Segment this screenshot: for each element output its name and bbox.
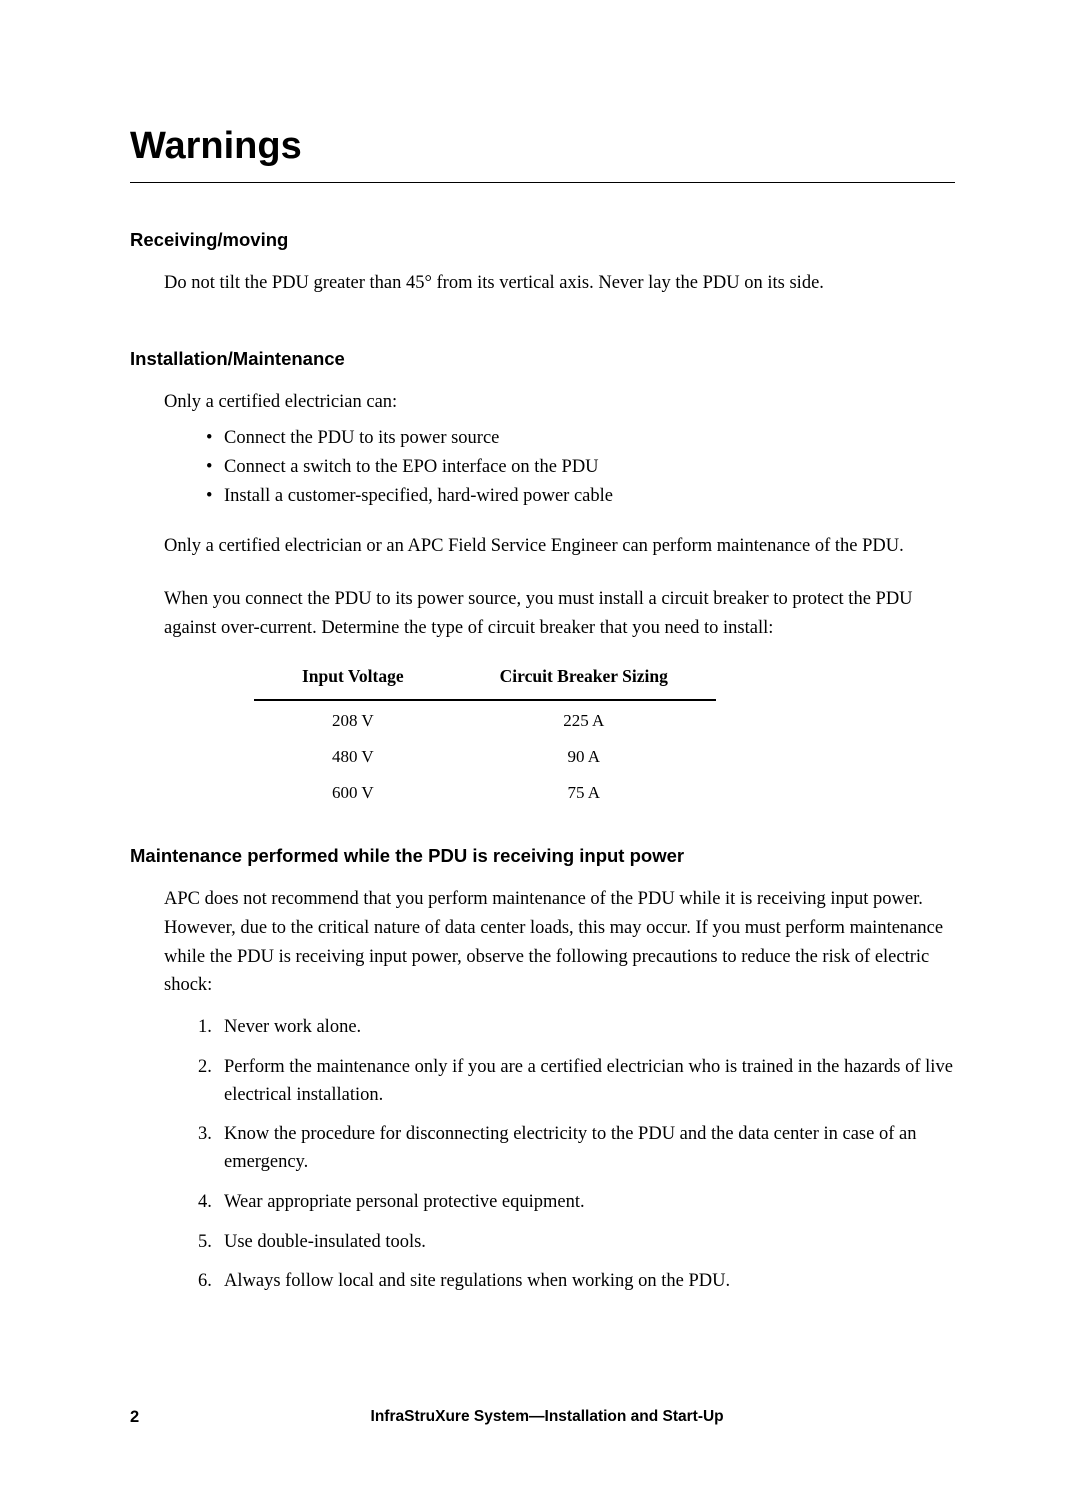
footer-title: InfraStruXure System—Installation and St… [130,1408,955,1426]
table-cell: 75 A [452,773,716,809]
spacer [130,322,955,348]
text-install-p2: Only a certified electrician or an APC F… [164,532,955,561]
list-item: Wear appropriate personal protective equ… [198,1189,955,1229]
breaker-table-wrap: Input Voltage Circuit Breaker Sizing 208… [254,666,955,809]
text-install-p3: When you connect the PDU to its power so… [164,585,955,642]
text-receiving-body: Do not tilt the PDU greater than 45° fro… [164,269,955,298]
page-footer: 2 InfraStruXure System—Installation and … [0,1408,1080,1427]
maintenance-steps: Never work alone. Perform the maintenanc… [198,1014,955,1308]
list-item: Know the procedure for disconnecting ele… [198,1121,955,1189]
breaker-table: Input Voltage Circuit Breaker Sizing 208… [254,666,716,809]
table-cell: 208 V [254,701,452,737]
heading-receiving: Receiving/moving [130,229,955,251]
text-maint-intro: APC does not recommend that you perform … [164,885,955,1000]
table-cell: 480 V [254,737,452,773]
table-header: Input Voltage [254,666,452,700]
page-content: Warnings Receiving/moving Do not tilt th… [0,0,1080,1308]
list-item: Never work alone. [198,1014,955,1054]
list-item: Connect the PDU to its power source [206,424,955,453]
list-item: Use double-insulated tools. [198,1229,955,1269]
title-rule [130,182,955,183]
list-item: Install a customer-specified, hard-wired… [206,482,955,511]
heading-installation: Installation/Maintenance [130,348,955,370]
list-item: Always follow local and site regulations… [198,1268,955,1308]
list-item: Connect a switch to the EPO interface on… [206,453,955,482]
table-row: 480 V 90 A [254,737,716,773]
text-install-intro: Only a certified electrician can: [164,388,955,417]
page-number: 2 [130,1408,139,1427]
table-row: 600 V 75 A [254,773,716,809]
page-title: Warnings [130,125,955,168]
table-cell: 600 V [254,773,452,809]
install-bullet-list: Connect the PDU to its power source Conn… [206,424,955,510]
list-item: Perform the maintenance only if you are … [198,1054,955,1122]
table-cell: 225 A [452,701,716,737]
heading-maintenance: Maintenance performed while the PDU is r… [130,845,955,867]
table-cell: 90 A [452,737,716,773]
table-header: Circuit Breaker Sizing [452,666,716,700]
table-header-row: Input Voltage Circuit Breaker Sizing [254,666,716,700]
table-row: 208 V 225 A [254,701,716,737]
